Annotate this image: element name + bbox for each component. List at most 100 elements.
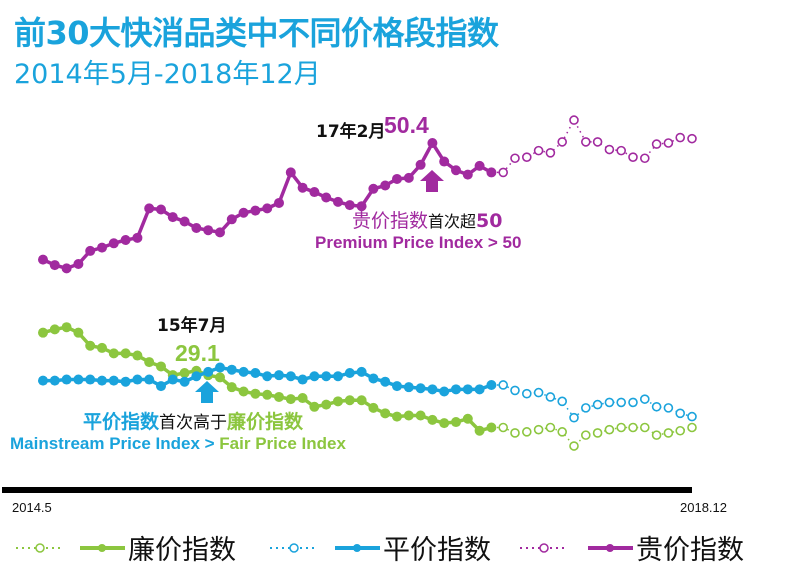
fair-point	[132, 350, 143, 361]
premium-forecast-point	[557, 137, 568, 147]
premium-point	[403, 172, 414, 183]
mainstream-point	[462, 384, 473, 395]
fair-forecast-point	[675, 425, 686, 436]
fair-point	[285, 394, 296, 405]
mainstream-point	[215, 362, 225, 373]
premium-forecast-point	[521, 152, 532, 162]
mainstream-point	[403, 382, 414, 393]
premium-callout-c: 50	[476, 210, 503, 232]
fair-forecast-line	[491, 426, 693, 448]
mainstream-point	[474, 384, 485, 395]
fair-point	[486, 422, 497, 433]
mainstream-forecast-point	[651, 401, 662, 412]
mainstream-forecast-point	[604, 397, 615, 408]
mainstream-forecast-point	[616, 397, 627, 408]
fair-point	[368, 402, 379, 413]
mainstream-forecast-point	[628, 397, 638, 408]
mainstream-point	[144, 374, 155, 385]
premium-point	[97, 242, 107, 253]
mainstream-point	[167, 374, 178, 385]
premium-forecast-point	[687, 133, 697, 144]
x-tick-label-start: 2014.5	[12, 500, 52, 515]
premium-point	[226, 214, 237, 225]
premium-callout-en: Premium Price Index > 50	[315, 233, 522, 252]
fair-forecast-point	[498, 422, 509, 433]
mainstream-forecast-point	[498, 380, 509, 390]
mainstream-point	[250, 367, 261, 378]
premium-point	[215, 227, 225, 238]
premium-point	[49, 260, 60, 271]
fair-point	[73, 327, 84, 338]
mainstream-forecast-point	[521, 388, 532, 399]
premium-point	[61, 263, 72, 274]
mainstream-point	[108, 375, 119, 386]
mainstream-point	[274, 370, 284, 381]
mainstream-point	[179, 376, 190, 387]
mainstream-point	[97, 375, 107, 386]
mainstream-point	[262, 371, 273, 382]
fair-forecast-point	[580, 430, 591, 440]
mainstream-point	[415, 383, 426, 394]
premium-point	[120, 235, 131, 246]
mainstream-point	[120, 376, 131, 387]
premium-point	[203, 225, 214, 236]
premium-forecast-point	[533, 145, 544, 156]
premium-callout-a: 贵价指数	[352, 210, 429, 232]
mainstream-forecast-line	[491, 384, 693, 419]
mainstream-point	[297, 374, 308, 385]
fair-point	[156, 361, 166, 372]
mainstream-point	[368, 373, 379, 384]
premium-point	[179, 216, 190, 227]
premium-point	[380, 180, 391, 191]
mainstream-forecast-point	[557, 396, 568, 407]
fair-point	[262, 389, 273, 400]
fair-forecast-point	[639, 422, 650, 433]
fair-forecast-point	[663, 428, 674, 438]
mainstream-point	[38, 375, 48, 386]
mainstream-point	[344, 367, 355, 378]
premium-forecast-point	[498, 167, 509, 178]
premium-forecast-point	[639, 153, 650, 164]
premium-point	[285, 167, 296, 178]
mainstream-point	[85, 374, 96, 385]
fair-point	[321, 399, 332, 410]
mainstream-point	[451, 384, 461, 395]
fair-forecast-point	[533, 424, 544, 435]
fair-point	[274, 391, 284, 402]
crossover-callout-c: 廉价指数	[227, 411, 304, 433]
crossover-callout-en-b: Fair Price Index	[219, 434, 346, 453]
fair-point	[356, 395, 367, 406]
fair-point	[215, 372, 225, 383]
mainstream-forecast-point	[545, 392, 556, 402]
fair-forecast-point	[616, 422, 627, 433]
premium-forecast-point	[545, 148, 556, 158]
mainstream-forecast-point	[687, 411, 697, 422]
mainstream-point	[226, 364, 237, 375]
premium-point	[486, 167, 497, 178]
mainstream-forecast-point	[580, 403, 591, 413]
mainstream-point	[203, 366, 214, 377]
legend-marker-premium-actual	[588, 544, 633, 552]
crossover-callout-en: Mainstream Price Index > Fair Price Inde…	[10, 434, 346, 454]
premium-point	[427, 138, 438, 148]
premium-forecast-line	[491, 118, 693, 174]
mainstream-point	[132, 374, 143, 385]
mainstream-point	[439, 386, 450, 397]
premium-forecast-point	[616, 145, 627, 156]
crossover-callout-en-a: Mainstream Price Index >	[10, 434, 220, 453]
premium-forecast-point	[628, 152, 638, 162]
premium-point	[392, 173, 402, 184]
premium-point	[439, 156, 450, 167]
premium-forecast-point	[604, 144, 615, 155]
legend	[16, 543, 633, 553]
fair-forecast-point	[604, 424, 615, 435]
fair-point	[462, 413, 473, 424]
fair-point	[415, 410, 426, 421]
mainstream-point	[321, 371, 332, 382]
mainstream-forecast-point	[592, 399, 603, 410]
crossover-arrow-icon	[195, 381, 219, 403]
premium-forecast-point	[651, 139, 662, 149]
crossover-callout-cn: 平价指数首次高于廉价指数	[83, 407, 303, 434]
series-premium	[38, 115, 697, 274]
premium-point	[462, 169, 473, 180]
